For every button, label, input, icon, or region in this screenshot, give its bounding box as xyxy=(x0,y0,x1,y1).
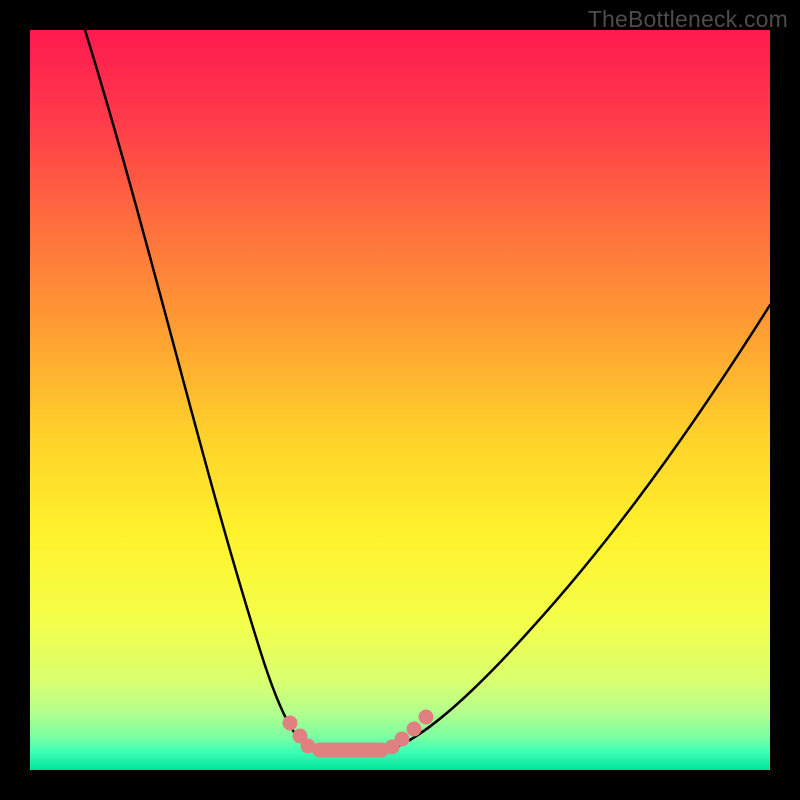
marker-point xyxy=(283,716,298,731)
marker-point xyxy=(407,722,422,737)
watermark-text: TheBottleneck.com xyxy=(588,6,788,33)
curve-left-branch xyxy=(85,30,313,750)
marker-point xyxy=(395,732,410,747)
bottom-marker-left-points xyxy=(283,716,316,754)
marker-point xyxy=(301,739,316,754)
v-curve-svg xyxy=(30,30,770,770)
curve-right-branch xyxy=(388,305,770,750)
bottom-marker-band xyxy=(312,743,389,758)
marker-point xyxy=(419,710,434,725)
plot-area xyxy=(30,30,770,770)
bottom-marker-right-points xyxy=(385,710,434,755)
